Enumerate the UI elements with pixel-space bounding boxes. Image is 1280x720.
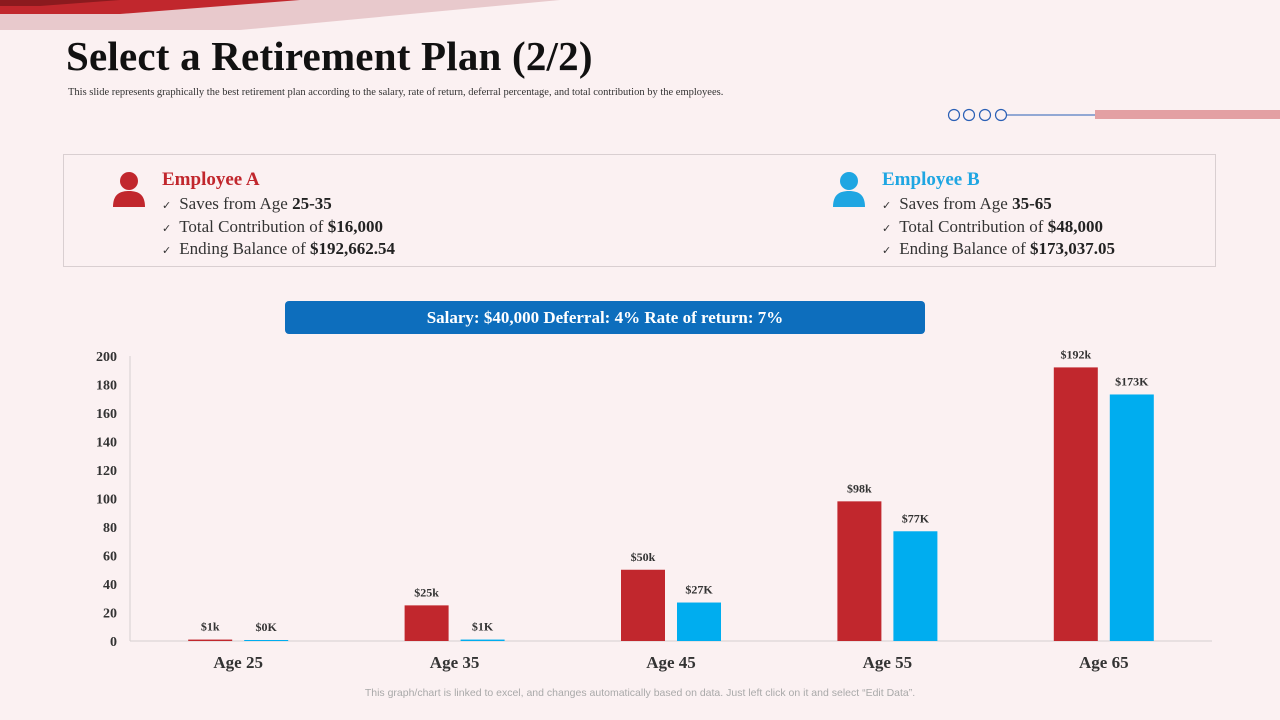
top-decorative-band (0, 0, 560, 30)
y-tick-label: 200 (96, 350, 117, 365)
person-icon (113, 172, 145, 207)
bar-employee-b[interactable] (1109, 394, 1154, 641)
employee-comparison-panel: Employee A ✓ Saves from Age 25-35 ✓ Total … (63, 154, 1216, 267)
bar-employee-b[interactable] (244, 640, 289, 641)
data-label: $98k (847, 481, 872, 495)
check-icon: ✓ (162, 221, 172, 235)
employee-b-row-contribution: ✓ Total Contribution of $48,000 (882, 216, 1103, 236)
y-tick-label: 60 (103, 550, 117, 565)
data-label: $25k (414, 585, 439, 599)
data-label: $1k (201, 620, 220, 634)
page-title: Select a Retirement Plan (2/2) (66, 33, 593, 79)
y-tick-label: 140 (96, 436, 117, 451)
check-icon: ✓ (162, 199, 172, 212)
data-label: $27K (685, 583, 713, 597)
y-tick-label: 120 (96, 464, 117, 479)
bar-employee-a[interactable] (837, 501, 882, 641)
y-tick-label: 0 (110, 635, 117, 650)
x-tick-label: Age 25 (213, 653, 263, 672)
bar-employee-a[interactable] (188, 639, 233, 641)
y-tick-label: 80 (103, 521, 117, 536)
bar-employee-a[interactable] (621, 569, 665, 641)
employee-a-row-age: ✓ Saves from Age 25-35 (162, 194, 332, 213)
bar-employee-a[interactable] (1053, 367, 1098, 641)
data-label: $192k (1060, 347, 1091, 361)
employee-b-row-balance: ✓ Ending Balance of $173,037.05 (882, 239, 1115, 258)
y-tick-label: 160 (96, 407, 117, 422)
decorative-dots-line (947, 108, 1280, 122)
employee-a-name: Employee A (162, 169, 260, 190)
check-icon: ✓ (882, 199, 892, 212)
check-icon: ✓ (882, 244, 892, 257)
page-subtitle: This slide represents graphically the be… (68, 87, 724, 98)
employee-b-row-age: ✓ Saves from Age 35-65 (882, 194, 1052, 213)
x-tick-label: Age 55 (863, 653, 913, 672)
x-tick-label: Age 35 (430, 653, 480, 672)
check-icon: ✓ (162, 244, 172, 257)
x-tick-label: Age 65 (1079, 653, 1129, 672)
data-label: $0K (256, 620, 278, 634)
bar-employee-b[interactable] (677, 602, 721, 641)
check-icon: ✓ (882, 221, 892, 235)
footnote: This graph/chart is linked to excel, and… (364, 687, 916, 699)
employee-b-name: Employee B (882, 169, 980, 190)
y-tick-label: 20 (103, 607, 117, 622)
y-tick-label: 40 (103, 578, 117, 593)
employee-a-row-contribution: ✓ Total Contribution of $16,000 (162, 216, 383, 236)
y-tick-label: 100 (96, 493, 117, 508)
employee-a-row-balance: ✓ Ending Balance of $192,662.54 (162, 239, 395, 258)
data-label: $1K (472, 620, 494, 634)
assumptions-banner: Salary: $40,000 Deferral: 4% Rate of ret… (285, 301, 925, 334)
data-label: $50k (631, 550, 656, 564)
bar-employee-b[interactable] (893, 531, 938, 641)
retirement-bar-chart[interactable]: 0 20 40 60 80 100 120 140 160 180 200 Age 25 $1k $0K A… (0, 340, 1280, 685)
y-tick-label: 180 (96, 379, 117, 394)
bar-employee-b[interactable] (460, 639, 505, 641)
bar-employee-a[interactable] (404, 605, 449, 641)
data-label: $77K (902, 511, 930, 525)
person-icon (833, 172, 865, 207)
data-label: $173K (1115, 374, 1149, 388)
x-tick-label: Age 45 (646, 653, 696, 672)
